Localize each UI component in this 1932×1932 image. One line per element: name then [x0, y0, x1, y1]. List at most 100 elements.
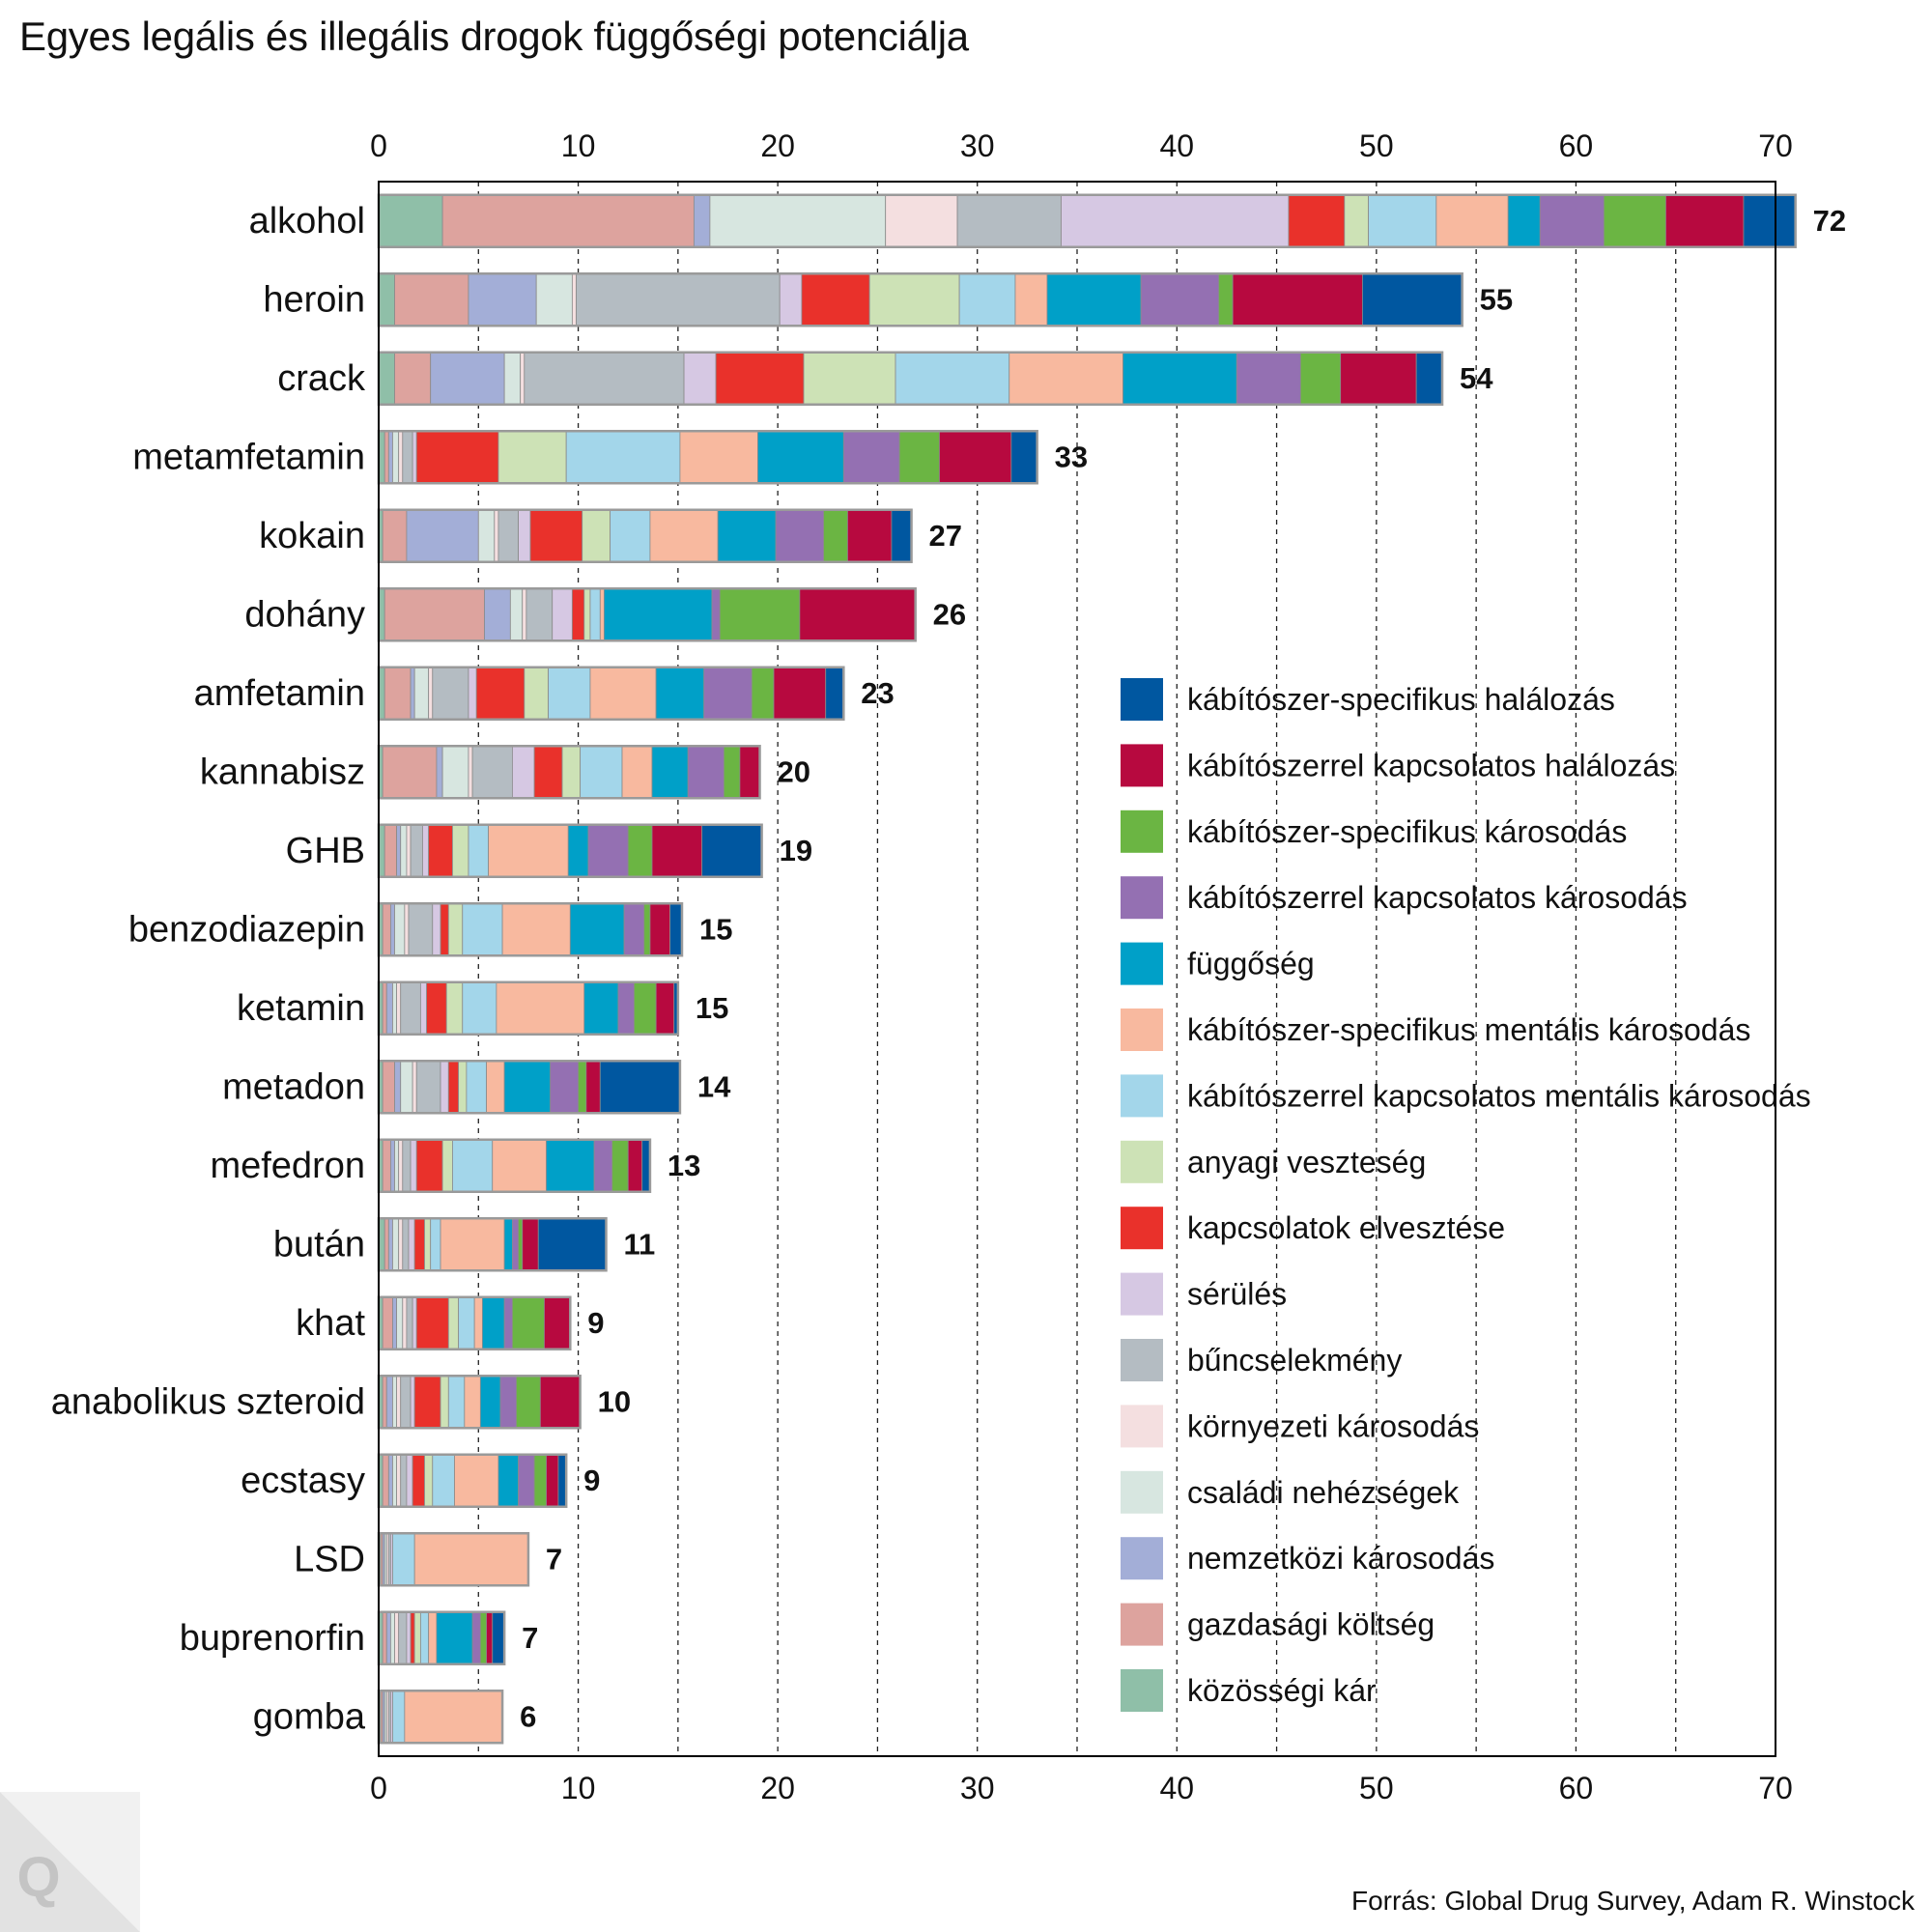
total-label: 6 — [520, 1699, 536, 1733]
bar-segment — [1122, 352, 1237, 406]
bar-segment — [679, 430, 758, 484]
bar-segment — [651, 745, 689, 799]
bar-segment — [623, 902, 645, 956]
bar-segment — [378, 194, 443, 248]
bar-segment — [468, 272, 537, 327]
total-labels: 72 55 54 33 27 26 23 20 19 15 15 14 13 11 9 10 9 7 7 6 — [520, 204, 1846, 1734]
bar-segment — [477, 509, 496, 563]
bar-segment — [382, 1454, 389, 1508]
bar-segment — [415, 1296, 449, 1350]
bar-segment — [1014, 272, 1048, 327]
bar-segment — [412, 1454, 425, 1508]
bar-segment — [885, 194, 958, 248]
x-tick-label-bottom: 10 — [561, 1771, 596, 1805]
total-label: 33 — [1055, 440, 1088, 473]
bar-segment — [440, 1375, 449, 1429]
total-label: 15 — [696, 991, 728, 1025]
category-label: khat — [296, 1303, 365, 1344]
bar-segment — [387, 1454, 393, 1508]
bar-segment — [516, 1375, 541, 1429]
bar-segment — [717, 509, 777, 563]
bar-segment — [571, 272, 577, 327]
category-label: amfetamin — [194, 673, 365, 714]
bar-segment — [447, 1296, 460, 1350]
bar-segment — [1299, 352, 1342, 406]
total-label: 27 — [929, 519, 962, 553]
bar-segment — [452, 824, 469, 878]
bar-segment — [382, 1139, 391, 1193]
bar-segment — [1218, 272, 1234, 327]
bar-segment — [655, 981, 675, 1036]
legend-swatch — [1121, 1537, 1163, 1580]
bar-segment — [408, 902, 434, 956]
bar-segment — [400, 1454, 408, 1508]
bar-segment — [825, 667, 844, 721]
total-label: 20 — [778, 754, 810, 788]
legend-label: kábítószer-specifikus károsodás — [1187, 814, 1627, 849]
total-label: 10 — [598, 1384, 631, 1418]
bar-segment — [823, 509, 848, 563]
legend-swatch — [1121, 1009, 1163, 1051]
bar-segment — [701, 824, 763, 878]
bar-segment — [582, 509, 611, 563]
x-axis-bottom: 0 10 20 30 40 50 60 70 — [370, 1771, 1793, 1805]
category-label: alkohol — [249, 201, 365, 242]
bar-segment — [392, 1375, 397, 1429]
bar-segment — [394, 902, 406, 956]
bar-segment — [703, 667, 753, 721]
bar-segment — [428, 824, 453, 878]
bar-segment — [479, 1611, 487, 1665]
bar-segment — [454, 1454, 499, 1508]
bar-segment — [384, 430, 389, 484]
category-label: kannabisz — [200, 752, 365, 792]
bar-segment — [895, 352, 1010, 406]
bar-segment — [715, 352, 805, 406]
bar-segment — [392, 430, 400, 484]
bar-segment — [384, 667, 412, 721]
bar-segment — [432, 1454, 455, 1508]
bar-segment — [1061, 194, 1290, 248]
bar-segment — [384, 1217, 389, 1271]
source-note: Forrás: Global Drug Survey, Adam R. Wins… — [1351, 1886, 1915, 1916]
bar-segment — [599, 587, 605, 641]
legend-swatch — [1121, 1405, 1163, 1448]
bar-segment — [711, 587, 721, 641]
category-label: ketamin — [237, 988, 365, 1029]
bar-segment — [398, 1217, 404, 1271]
bar-segment — [621, 745, 653, 799]
bar-segment — [486, 1611, 494, 1665]
bar-segment — [404, 1690, 503, 1744]
bar-segment — [378, 272, 395, 327]
bar-segment — [503, 1217, 513, 1271]
total-label: 7 — [546, 1542, 562, 1576]
bar-segment — [430, 1217, 441, 1271]
legend-swatch — [1121, 876, 1163, 920]
bar-segment — [428, 1611, 438, 1665]
category-labels: alkohol heroin crack metamfetamin kokain dohá… — [51, 201, 366, 1738]
bar-segment — [385, 981, 393, 1036]
bar-segment — [503, 352, 522, 406]
bar-segment — [1743, 194, 1797, 248]
legend-label: kábítószerrel kapcsolatos károsodás — [1187, 880, 1688, 915]
bar-segment — [396, 824, 402, 878]
bar-segment — [1236, 352, 1301, 406]
bar-segment — [382, 1060, 395, 1114]
x-tick-label-top: 10 — [561, 128, 596, 163]
bar-segment — [464, 1375, 481, 1429]
bar-segment — [561, 745, 582, 799]
bar-segment — [1435, 194, 1509, 248]
bar-segment — [1368, 194, 1437, 248]
bar-segment — [585, 1060, 601, 1114]
bar-segment — [389, 902, 395, 956]
bar-segment — [643, 902, 651, 956]
legend-label: kábítószerrel kapcsolatos halálozás — [1187, 748, 1675, 782]
legend-label: bűncselekmény — [1187, 1343, 1402, 1378]
bar-segment — [1415, 352, 1443, 406]
bar-segment — [589, 667, 657, 721]
bar-segment — [533, 745, 563, 799]
bar-segment — [486, 1060, 505, 1114]
bar-segment — [1288, 194, 1346, 248]
bar-segment — [723, 745, 741, 799]
category-label: dohány — [244, 594, 365, 635]
